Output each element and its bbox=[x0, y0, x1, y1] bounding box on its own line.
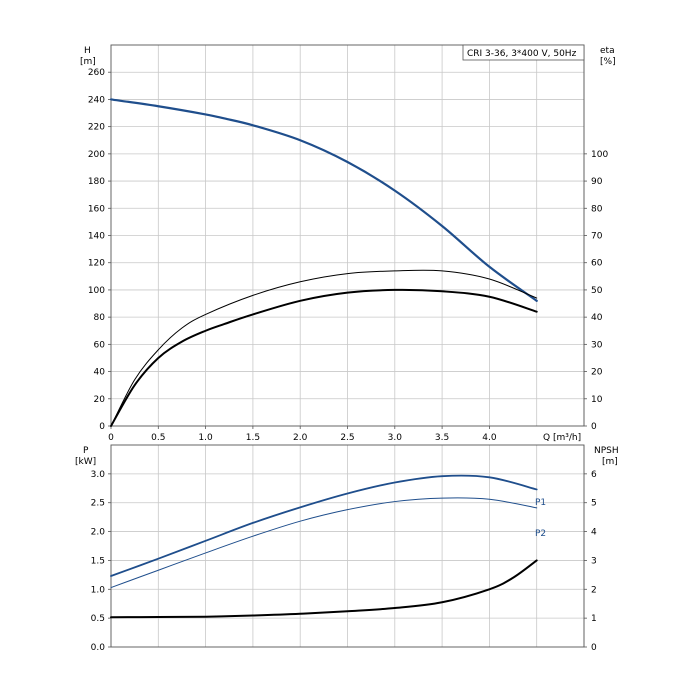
power-npsh-panel: 0.0 0.5 1.0 1.5 2.0 2.5 3.0 0 1 2 3 4 5 6 bbox=[91, 444, 597, 653]
left-axis-tick-label: 1.5 bbox=[91, 556, 105, 566]
left-axis-tick-label: 120 bbox=[88, 259, 105, 269]
left-axis-tick-label: 0.5 bbox=[91, 614, 105, 624]
right-axis-tick-label: 50 bbox=[591, 286, 603, 296]
power-axis-label: P bbox=[83, 446, 89, 456]
right-axis-tick-label: 6 bbox=[591, 470, 597, 480]
right-axis-tick-label: 100 bbox=[591, 150, 608, 160]
right-axis-tick-label: 70 bbox=[591, 232, 603, 242]
x-axis-tick-label: 3.5 bbox=[435, 433, 449, 443]
left-axis-tick-label: 2.0 bbox=[91, 528, 106, 538]
right-axis-tick-label: 3 bbox=[591, 556, 597, 566]
right-axis-tick-label: 30 bbox=[591, 340, 603, 350]
right-axis-tick-label: 80 bbox=[591, 204, 603, 214]
left-axis-tick-label: 240 bbox=[88, 95, 105, 105]
right-axis-tick-label: 0 bbox=[591, 643, 597, 653]
left-axis-tick-label: 260 bbox=[88, 68, 105, 78]
left-axis-tick-label: 220 bbox=[88, 123, 105, 133]
x-axis-tick-label: 1.5 bbox=[246, 433, 260, 443]
x-axis-tick-label: 2.0 bbox=[293, 433, 308, 443]
left-axis-tick-label: 1.0 bbox=[91, 585, 106, 595]
left-axis-tick-label: 200 bbox=[88, 150, 105, 160]
left-axis-tick-label: 160 bbox=[88, 204, 105, 214]
head-axis-label: H bbox=[84, 46, 91, 56]
eta-axis-unit: [%] bbox=[600, 57, 616, 67]
right-axis-tick-label: 5 bbox=[591, 499, 597, 509]
power-axis-unit: [kW] bbox=[75, 457, 96, 467]
pump-title-box bbox=[462, 44, 585, 61]
npsh-axis-label: NPSH bbox=[594, 446, 619, 456]
left-axis-tick-label: 60 bbox=[94, 340, 106, 350]
x-axis-tick-label: 4.0 bbox=[482, 433, 497, 443]
npsh-curve bbox=[110, 559, 538, 619]
right-axis-tick-label: 0 bbox=[591, 422, 597, 432]
right-axis-tick-label: 60 bbox=[591, 259, 603, 269]
left-axis-tick-label: 2.5 bbox=[91, 499, 105, 509]
right-axis-tick-label: 4 bbox=[591, 528, 597, 538]
x-axis-tick-label: 2.5 bbox=[340, 433, 354, 443]
left-axis-tick-label: 0.0 bbox=[91, 643, 106, 653]
plot-frame bbox=[110, 444, 585, 648]
pump-title: CRI 3-36, 3*400 V, 50Hz bbox=[467, 49, 577, 59]
x-axis-tick-label: 0.5 bbox=[151, 433, 165, 443]
left-axis-tick-label: 3.0 bbox=[91, 470, 106, 480]
npsh-axis-unit: [m] bbox=[602, 457, 618, 467]
p1-curve bbox=[110, 474, 538, 577]
x-axis-tick-label: 1.0 bbox=[198, 433, 213, 443]
right-axis-tick-label: 20 bbox=[591, 368, 603, 378]
x-axis-tick-label: 0 bbox=[108, 433, 114, 443]
left-axis-tick-label: 80 bbox=[94, 313, 106, 323]
head-curve bbox=[109, 98, 538, 302]
efficiency-curve-upper bbox=[110, 269, 538, 427]
flow-axis-label: Q [m³/h] bbox=[543, 433, 581, 443]
p2-curve bbox=[110, 497, 538, 589]
head-axis-unit: [m] bbox=[80, 57, 96, 67]
right-axis-tick-label: 2 bbox=[591, 585, 597, 595]
right-axis-tick-label: 10 bbox=[591, 395, 603, 405]
right-axis-tick-label: 40 bbox=[591, 313, 603, 323]
efficiency-curve-lower bbox=[110, 288, 538, 427]
p1-series-label: P1 bbox=[535, 498, 546, 508]
head-efficiency-panel: 0204060801001201401601802002202402600102… bbox=[88, 44, 608, 443]
x-axis-tick-label: 3.0 bbox=[388, 433, 403, 443]
left-axis-tick-label: 100 bbox=[88, 286, 105, 296]
left-axis-tick-label: 140 bbox=[88, 232, 105, 242]
left-axis-tick-label: 20 bbox=[94, 395, 106, 405]
left-axis-tick-label: 0 bbox=[99, 422, 105, 432]
right-axis-tick-label: 90 bbox=[591, 177, 603, 187]
eta-axis-label: eta bbox=[600, 46, 615, 56]
left-axis-tick-label: 180 bbox=[88, 177, 105, 187]
left-axis-tick-label: 40 bbox=[94, 368, 106, 378]
right-axis-tick-label: 1 bbox=[591, 614, 597, 624]
p2-series-label: P2 bbox=[535, 529, 546, 539]
